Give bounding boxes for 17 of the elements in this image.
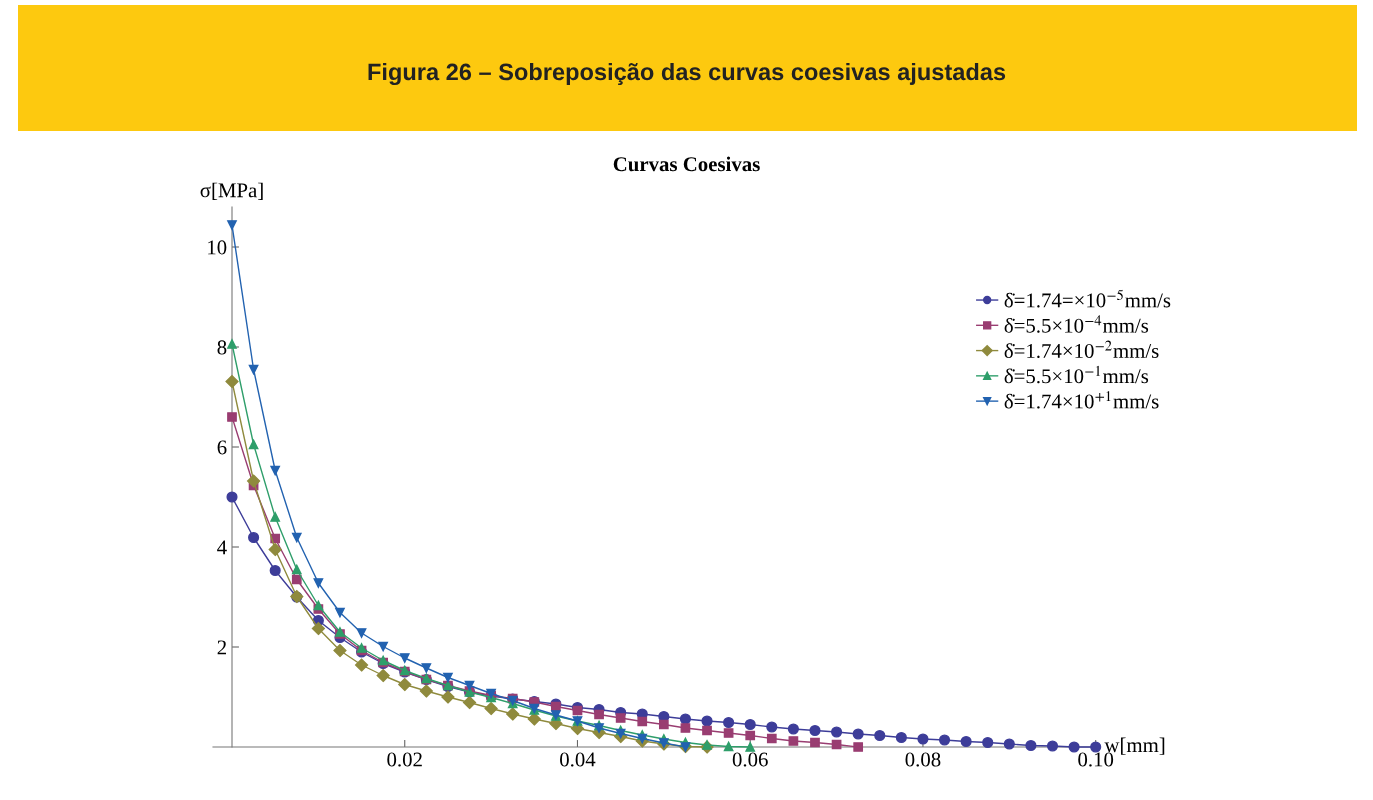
legend-label: δ̇=5.5×10$^{−1}$mm/s [1004,365,1149,384]
legend-label: δ̇=1.74×10$^{+1}$mm/s [1004,391,1159,409]
y-tick-label: 4 [217,540,227,555]
x-tick-label: 0.06 [732,752,768,767]
legend-label: δ̇=1.74=×10$^{−5}$mm/s [1004,289,1171,308]
y-tick-label: 8 [217,340,227,355]
legend-label: δ̇=5.5×10$^{−4}$mm/s [1004,315,1149,333]
chart-title: Figura 26 – Sobreposição das curvas coesivas ajustadas [368,62,1006,86]
y-axis-title: σ[MPa] [200,182,263,200]
chart-subtitle: Curvas Coesivas [613,156,760,172]
x-tick-label: 0.08 [905,752,941,767]
y-tick-label: 10 [208,240,227,255]
legend-label: δ̇=1.74×10$^{−2}$mm/s [1004,340,1159,359]
x-tick-label: 0.04 [560,752,596,767]
x-tick-label: 0.02 [387,752,422,767]
y-tick-label: 6 [217,440,227,455]
y-tick-label: 2 [217,640,226,655]
